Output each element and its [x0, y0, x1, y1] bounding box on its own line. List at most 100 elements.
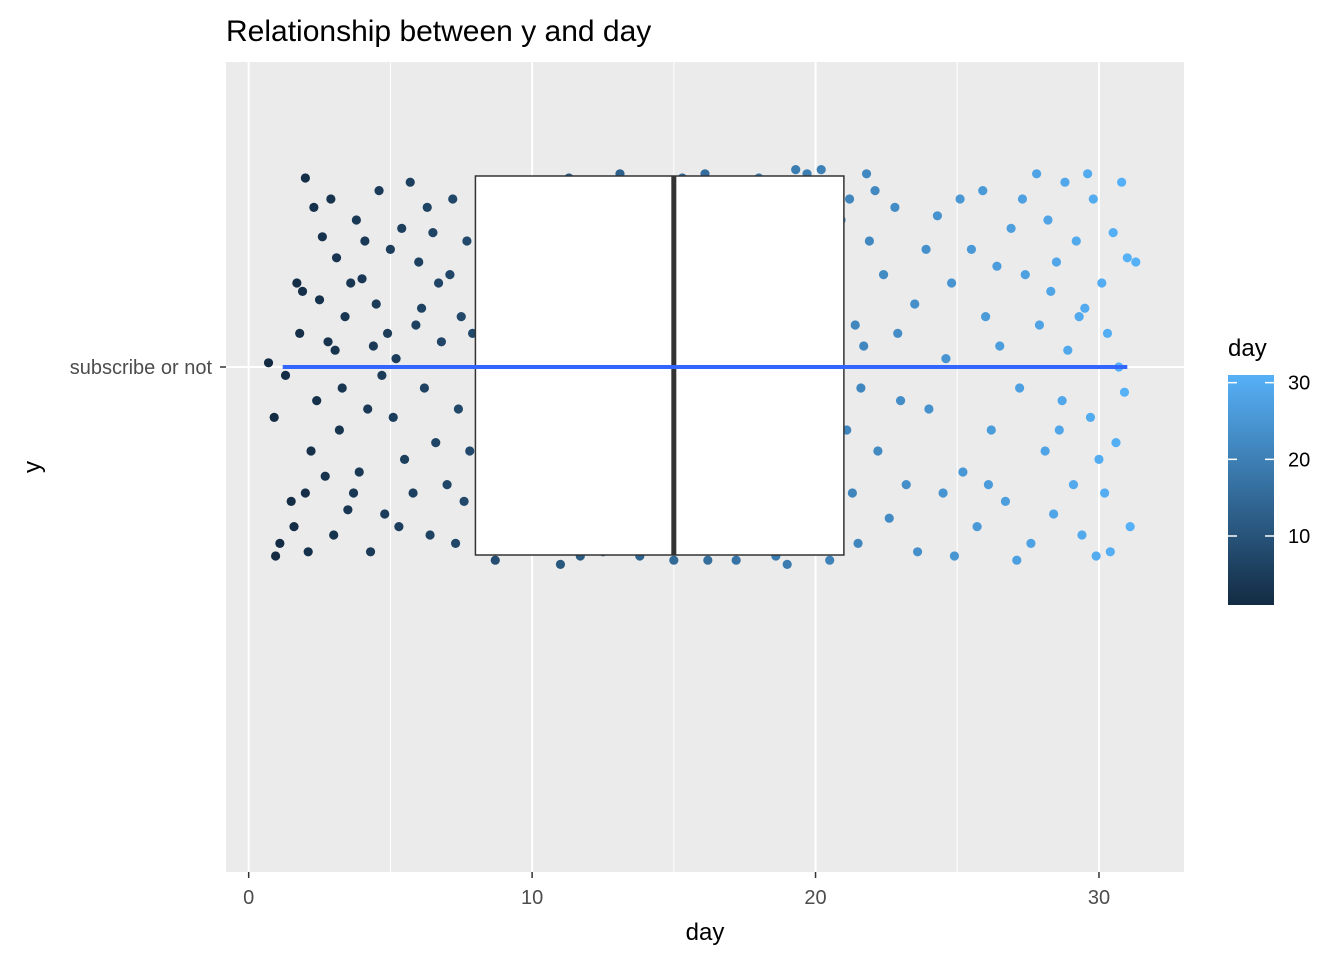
data-point	[295, 328, 305, 338]
data-point	[1097, 278, 1107, 288]
data-point	[1040, 446, 1050, 456]
data-point	[275, 538, 285, 549]
data-point	[966, 244, 977, 254]
data-point	[297, 286, 308, 296]
data-point	[669, 555, 679, 565]
data-point	[1077, 530, 1087, 540]
data-point	[340, 312, 350, 322]
x-tick-label: 0	[243, 887, 254, 909]
data-point	[1105, 547, 1115, 557]
data-point	[878, 270, 889, 280]
data-point	[1071, 236, 1081, 246]
data-point	[300, 173, 310, 183]
data-point	[399, 454, 410, 464]
data-point	[271, 551, 281, 561]
data-point	[377, 370, 387, 380]
data-point	[1012, 555, 1022, 565]
data-point	[1015, 383, 1025, 393]
legend-title: day	[1228, 335, 1267, 362]
data-point	[1054, 425, 1064, 435]
data-point	[314, 295, 325, 305]
data-point	[442, 480, 452, 490]
data-point	[1122, 253, 1132, 263]
data-point	[1074, 312, 1084, 322]
data-point	[983, 480, 994, 490]
data-point	[1026, 538, 1036, 549]
data-point	[1111, 438, 1121, 448]
data-point	[955, 194, 965, 204]
data-point	[992, 261, 1002, 271]
data-point	[1108, 228, 1118, 238]
data-point	[870, 186, 880, 196]
data-point	[292, 278, 302, 288]
data-point	[1131, 257, 1141, 267]
data-point	[459, 496, 469, 506]
data-point	[912, 547, 923, 557]
data-point	[986, 425, 996, 435]
data-point	[380, 509, 390, 519]
data-point	[368, 341, 378, 351]
data-point	[448, 194, 458, 204]
data-point	[346, 278, 356, 288]
data-point	[850, 320, 860, 330]
data-point	[1032, 169, 1042, 179]
data-point	[416, 303, 427, 313]
x-axis-title: day	[686, 919, 725, 946]
data-point	[312, 396, 322, 406]
data-point	[941, 354, 951, 364]
data-point	[1125, 522, 1135, 532]
y-tick-label: subscribe or not	[70, 357, 213, 379]
data-point	[351, 215, 361, 225]
x-tick-label: 30	[1088, 887, 1110, 909]
data-point	[1034, 320, 1045, 330]
data-point	[1006, 223, 1016, 233]
data-point	[280, 370, 291, 380]
data-point	[859, 341, 869, 351]
data-point	[394, 522, 404, 532]
data-point	[365, 547, 376, 557]
data-point	[1094, 454, 1104, 464]
data-point	[703, 555, 713, 565]
data-point	[864, 236, 874, 246]
data-point	[921, 244, 931, 254]
x-tick-label: 20	[804, 887, 826, 909]
data-point	[456, 312, 466, 322]
data-point	[289, 522, 299, 532]
data-point	[385, 244, 395, 254]
legend-colorbar	[1228, 375, 1274, 605]
y-axis-title: y	[19, 461, 46, 473]
data-point	[901, 480, 911, 490]
data-point	[309, 202, 319, 212]
data-point	[348, 488, 359, 498]
data-point	[453, 404, 464, 414]
data-point	[853, 538, 863, 549]
data-point	[1063, 345, 1073, 355]
data-point	[405, 177, 415, 187]
data-point	[1085, 412, 1096, 422]
data-point	[382, 328, 393, 338]
data-point	[1119, 387, 1130, 397]
data-point	[357, 274, 367, 284]
data-point	[330, 345, 340, 355]
data-point	[884, 513, 894, 523]
data-point	[329, 530, 339, 540]
data-point	[323, 337, 333, 347]
data-point	[825, 555, 835, 565]
color-legend: day 10 20 30	[1228, 335, 1310, 605]
data-point	[890, 202, 900, 212]
data-point	[433, 278, 444, 288]
data-point	[303, 547, 313, 557]
data-point	[363, 404, 373, 414]
data-point	[1017, 194, 1028, 204]
data-point	[972, 522, 982, 532]
legend-label: 10	[1288, 526, 1310, 548]
data-point	[371, 299, 381, 309]
data-point	[450, 538, 461, 549]
data-point	[895, 396, 906, 406]
data-point	[422, 202, 432, 212]
data-point	[317, 232, 327, 242]
data-point	[414, 257, 424, 267]
data-point	[847, 488, 857, 498]
data-point	[490, 555, 500, 565]
